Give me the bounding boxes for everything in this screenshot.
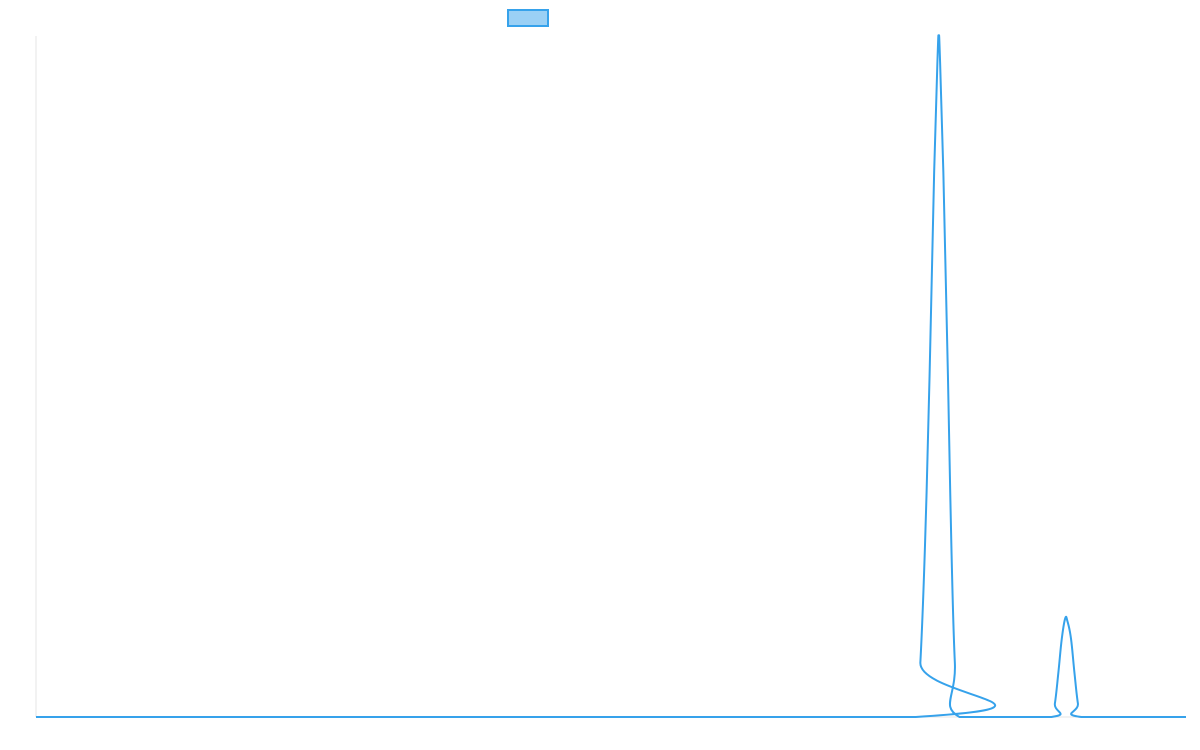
legend-swatch[interactable] bbox=[507, 9, 549, 27]
series-line-0[interactable] bbox=[35, 34, 1186, 719]
series-layer bbox=[35, 34, 1186, 719]
